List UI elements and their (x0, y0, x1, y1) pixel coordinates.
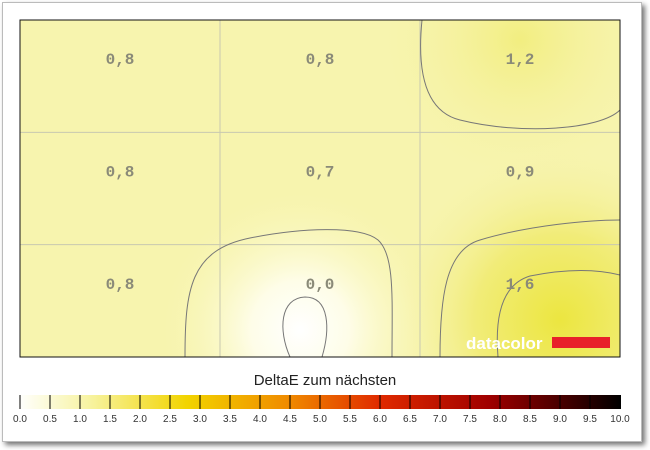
colorbar-tick-label: 1.0 (73, 414, 87, 425)
colorbar-tick-label: 4.0 (253, 414, 267, 425)
cell-value: 0,9 (506, 164, 535, 182)
contour-lines (184, 19, 621, 358)
svg-text:datacolor: datacolor (466, 334, 543, 353)
cell-labels: 0,8 0,8 1,2 0,8 0,7 0,9 0,8 0,0 1,6 (106, 51, 535, 294)
colorbar-tick-label: 0.0 (13, 414, 27, 425)
colorbar-tick-label: 9.0 (553, 414, 567, 425)
cell-value: 0,8 (106, 164, 135, 182)
colorbar-tick-label: 9.5 (583, 414, 597, 425)
colorbar-tick-label: 2.5 (163, 414, 177, 425)
contour-line (282, 296, 328, 358)
datacolor-logo: datacolor (466, 334, 610, 353)
colorbar-tick-label: 7.0 (433, 414, 447, 425)
colorbar-ticks: 0.0 0.5 1.0 1.5 2.0 2.5 3.0 3.5 4.0 4.5 5.0 5.5 6.0 6… (13, 395, 630, 425)
grid-lines (20, 20, 620, 357)
colorbar-tick-label: 0.5 (43, 414, 57, 425)
colorbar-tick-label: 8.0 (493, 414, 507, 425)
contour-line (439, 219, 621, 358)
cell-value: 0,0 (306, 276, 335, 294)
contour-line (420, 19, 621, 130)
colorbar-tick-label: 10.0 (610, 414, 630, 425)
contour-line (496, 270, 621, 358)
heatmap-background (20, 20, 620, 357)
cell-value: 0,8 (306, 51, 335, 69)
colorbar-tick-label: 7.5 (463, 414, 477, 425)
colorbar-tick-label: 2.0 (133, 414, 147, 425)
colorbar-tick-label: 3.5 (223, 414, 237, 425)
colorbar-tick-label: 8.5 (523, 414, 537, 425)
colorbar-tick-label: 6.0 (373, 414, 387, 425)
colorbar-tick-label: 5.0 (313, 414, 327, 425)
colorbar-tick-label: 5.5 (343, 414, 357, 425)
contour-line (184, 229, 393, 358)
colorbar-tick-label: 1.5 (103, 414, 117, 425)
cell-value: 1,6 (506, 276, 535, 294)
cell-value: 0,8 (106, 276, 135, 294)
cell-value: 1,2 (506, 51, 535, 69)
colorbar-tick-label: 4.5 (283, 414, 297, 425)
colorbar-tick-label: 6.5 (403, 414, 417, 425)
cell-value: 0,8 (106, 51, 135, 69)
cell-value: 0,7 (306, 164, 335, 182)
colorbar-title: DeltaE zum nächsten (253, 372, 397, 389)
plot-border (19, 19, 621, 358)
colorbar-tick-label: 3.0 (193, 414, 207, 425)
